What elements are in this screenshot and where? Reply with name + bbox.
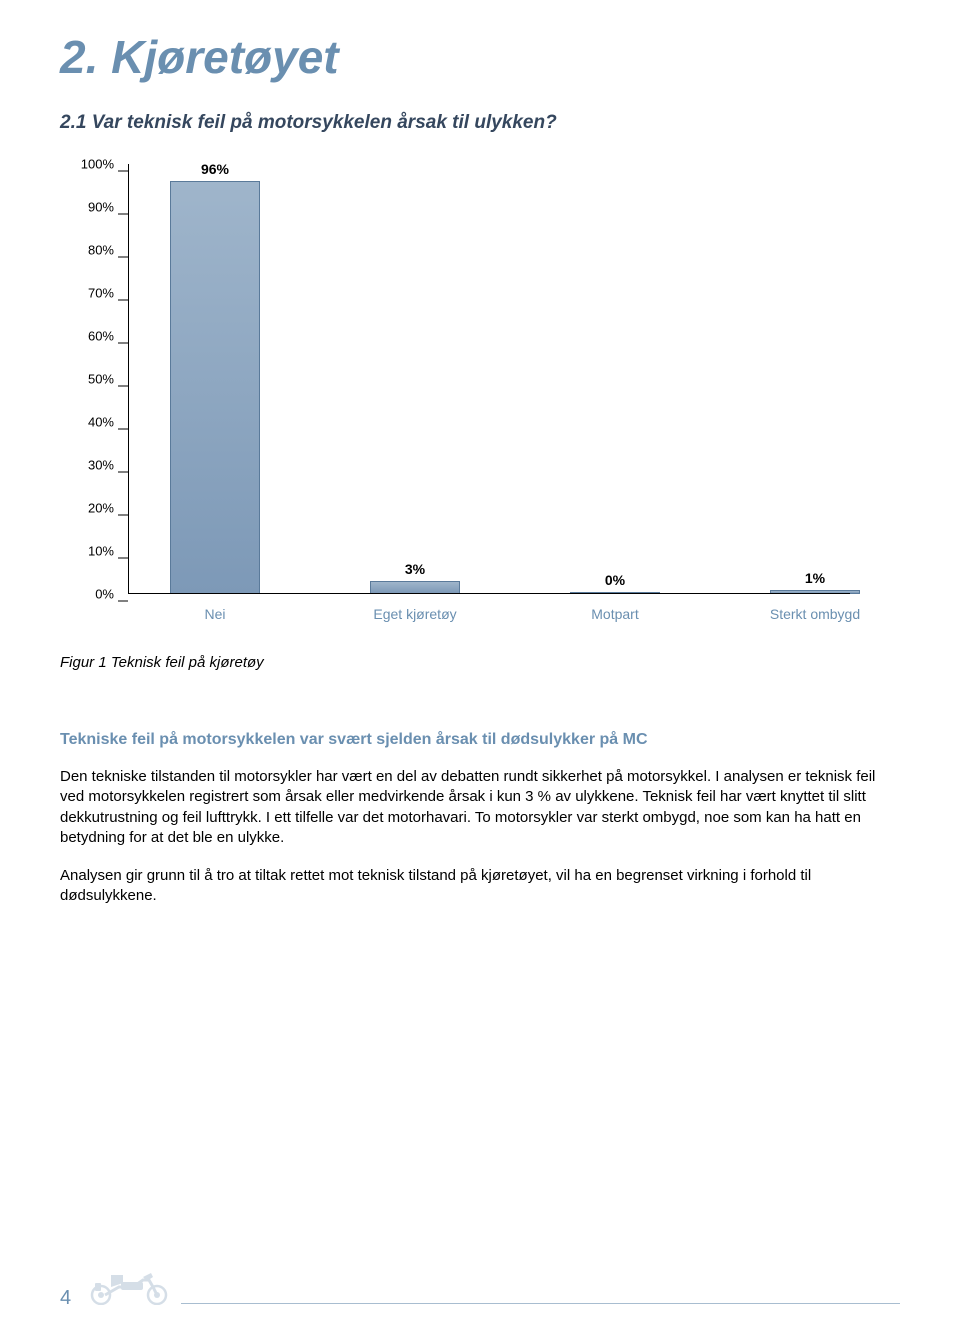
- y-tick-mark: [118, 257, 128, 258]
- y-tick-label: 50%: [70, 372, 114, 387]
- bar-value-label: 0%: [570, 572, 660, 588]
- page-title: 2. Kjøretøyet: [60, 30, 900, 84]
- x-axis-label: Sterkt ombygd: [740, 606, 890, 622]
- y-tick-label: 30%: [70, 458, 114, 473]
- y-tick-label: 40%: [70, 415, 114, 430]
- y-tick-label: 10%: [70, 544, 114, 559]
- bar-value-label: 96%: [170, 161, 260, 177]
- y-tick-label: 70%: [70, 286, 114, 301]
- y-tick-mark: [118, 429, 128, 430]
- chart-subtitle: 2.1 Var teknisk feil på motorsykkelen år…: [60, 112, 900, 134]
- body-paragraph-2: Analysen gir grunn til å tro at tiltak r…: [60, 866, 900, 907]
- y-tick-mark: [118, 171, 128, 172]
- y-tick-mark: [118, 386, 128, 387]
- y-tick: 90%: [70, 207, 130, 222]
- y-tick-label: 60%: [70, 329, 114, 344]
- x-axis-label: Nei: [140, 606, 290, 622]
- y-tick-label: 80%: [70, 243, 114, 258]
- y-tick-label: 20%: [70, 501, 114, 516]
- footer-divider: [181, 1303, 900, 1304]
- y-tick: 10%: [70, 551, 130, 566]
- y-tick: 0%: [70, 594, 130, 609]
- bar-chart: 0%10%20%30%40%50%60%70%80%90%100% 96%Nei…: [70, 164, 870, 644]
- chart-plot-area: 96%Nei3%Eget kjøretøy0%Motpart1%Sterkt o…: [130, 164, 850, 594]
- bar-value-label: 1%: [770, 570, 860, 586]
- y-tick: 70%: [70, 293, 130, 308]
- y-tick-mark: [118, 515, 128, 516]
- y-tick-label: 90%: [70, 200, 114, 215]
- body-paragraph-1: Den tekniske tilstanden til motorsykler …: [60, 767, 900, 848]
- y-tick: 30%: [70, 465, 130, 480]
- motorcycle-icon: [85, 1265, 173, 1310]
- y-tick: 40%: [70, 422, 130, 437]
- x-axis-label: Eget kjøretøy: [340, 606, 490, 622]
- y-tick-mark: [118, 214, 128, 215]
- y-tick-mark: [118, 601, 128, 602]
- y-axis: 0%10%20%30%40%50%60%70%80%90%100%: [70, 164, 130, 594]
- x-axis-line: [128, 593, 850, 594]
- y-tick-mark: [118, 472, 128, 473]
- page-footer: 4: [60, 1265, 900, 1310]
- bar-value-label: 3%: [370, 561, 460, 577]
- y-tick: 20%: [70, 508, 130, 523]
- y-tick-mark: [118, 558, 128, 559]
- section-heading: Tekniske feil på motorsykkelen var svært…: [60, 731, 900, 749]
- y-tick: 100%: [70, 164, 130, 179]
- y-tick: 50%: [70, 379, 130, 394]
- y-tick-label: 0%: [70, 587, 114, 602]
- y-tick: 60%: [70, 336, 130, 351]
- page-number: 4: [60, 1287, 71, 1310]
- bar: [170, 181, 260, 594]
- y-tick-mark: [118, 300, 128, 301]
- x-axis-label: Motpart: [540, 606, 690, 622]
- figure-caption: Figur 1 Teknisk feil på kjøretøy: [60, 654, 900, 671]
- y-tick: 80%: [70, 250, 130, 265]
- y-tick-mark: [118, 343, 128, 344]
- y-axis-line: [128, 164, 129, 594]
- y-tick-label: 100%: [70, 157, 114, 172]
